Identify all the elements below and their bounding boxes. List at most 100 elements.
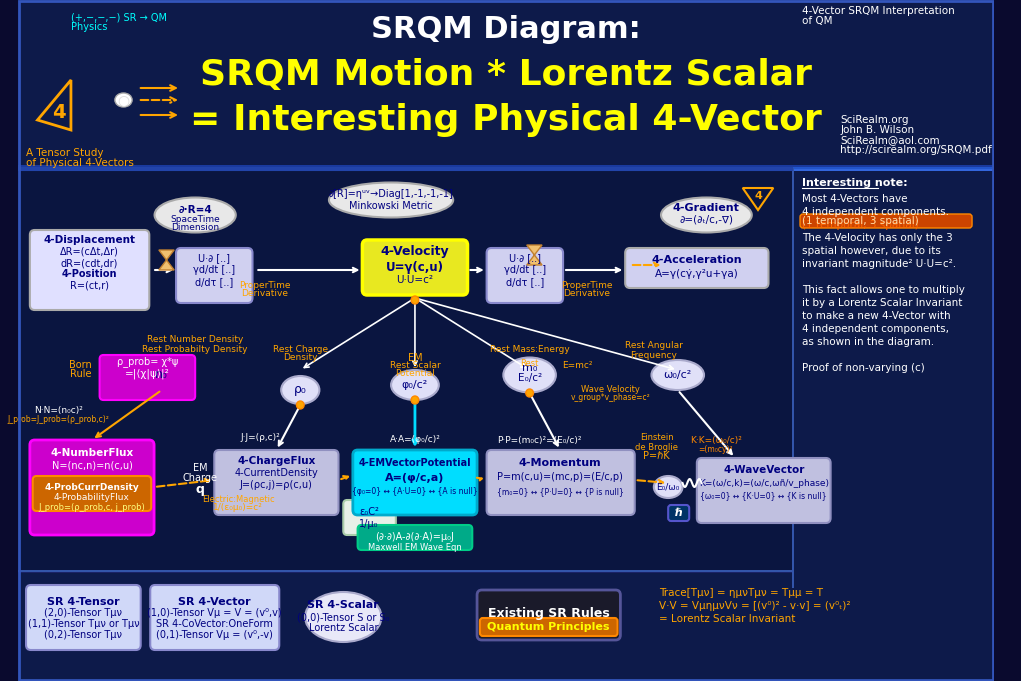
Circle shape [296,401,304,409]
Text: SR 4-Vector: SR 4-Vector [178,597,250,607]
Text: m₀: m₀ [522,363,537,373]
Text: http://scirealm.org/SRQM.pdf: http://scirealm.org/SRQM.pdf [840,145,992,155]
Bar [18,570,792,572]
Text: EM: EM [407,353,423,363]
Text: v_group*v_phase=c²: v_group*v_phase=c² [571,394,650,402]
Ellipse shape [651,360,704,390]
Bar [18,167,994,169]
Text: Einstein: Einstein [640,434,674,443]
Text: Rest Mass:Energy: Rest Mass:Energy [490,345,570,355]
Text: Derivative: Derivative [241,289,288,298]
Text: of Physical 4-Vectors: of Physical 4-Vectors [26,158,134,168]
Text: SRQM Motion * Lorentz Scalar: SRQM Motion * Lorentz Scalar [200,58,812,92]
Text: K·K=(ω₀/c)²: K·K=(ω₀/c)² [690,436,742,445]
Ellipse shape [281,376,320,404]
Text: 4-Position: 4-Position [61,269,116,279]
Bar [18,573,994,681]
Text: ∂[R]=ηᵘᵛ→Diag[1,-1,-1,-1]: ∂[R]=ηᵘᵛ→Diag[1,-1,-1,-1] [329,189,453,199]
Text: dR=(cdt,dr): dR=(cdt,dr) [60,258,117,268]
Text: 4-Momentum: 4-Momentum [519,458,601,468]
FancyBboxPatch shape [343,500,396,535]
Text: ∂·R=4: ∂·R=4 [179,205,212,215]
Text: U·∂ [..]: U·∂ [..] [508,253,541,263]
Text: A=(φ/c,a): A=(φ/c,a) [385,473,444,483]
Text: to make a new 4-Vector with: to make a new 4-Vector with [801,311,951,321]
Text: This fact allows one to multiply: This fact allows one to multiply [801,285,965,295]
FancyBboxPatch shape [697,458,831,523]
Text: U·U=c²: U·U=c² [396,275,434,285]
Text: d/dτ [..]: d/dτ [..] [505,277,544,287]
Text: Interesting note:: Interesting note: [801,178,908,188]
Text: SR 4-Tensor: SR 4-Tensor [47,597,119,607]
Text: ε₀C²: ε₀C² [359,507,379,517]
Text: φ₀/c²: φ₀/c² [402,380,428,390]
Text: Electric:Magnetic: Electric:Magnetic [202,496,275,505]
Text: 4-Gradient: 4-Gradient [673,203,740,213]
Text: EM: EM [193,463,207,473]
Text: (1,1)-Tensor Tμν or Tμν: (1,1)-Tensor Tμν or Tμν [28,619,139,629]
Text: Maxwell EM Wave Eqn: Maxwell EM Wave Eqn [369,543,461,552]
Polygon shape [159,250,175,270]
Text: 4-Acceleration: 4-Acceleration [651,255,742,265]
Text: Physics: Physics [70,22,107,32]
Text: Minkowski Metric: Minkowski Metric [349,201,433,211]
Text: as shown in the diagram.: as shown in the diagram. [801,337,934,347]
Text: 4 independent components.: 4 independent components. [801,207,949,217]
Text: ProperTime: ProperTime [562,281,613,289]
Text: (0,2)-Tensor Tμν: (0,2)-Tensor Tμν [44,630,123,640]
Text: U=γ(c,u): U=γ(c,u) [386,261,444,274]
Text: SciRealm.org: SciRealm.org [840,115,909,125]
Text: (+,−,−,−) SR → QM: (+,−,−,−) SR → QM [70,12,167,22]
Text: {m₀=0} ↔ {P·U=0} ↔ {P is null}: {m₀=0} ↔ {P·U=0} ↔ {P is null} [497,488,624,496]
Text: John B. Wilson: John B. Wilson [840,125,914,135]
Circle shape [411,396,419,404]
Circle shape [526,389,533,397]
Bar [18,572,792,573]
Text: SR 4-Scalar: SR 4-Scalar [307,600,379,610]
Text: Dimension: Dimension [172,223,220,232]
Text: 4: 4 [755,191,762,201]
Text: J_prob=J_prob=(ρ_prob,c)²: J_prob=J_prob=(ρ_prob,c)² [7,415,109,424]
Text: 4-NumberFlux: 4-NumberFlux [50,448,134,458]
Text: ∂=(∂ₜ/c,-∇): ∂=(∂ₜ/c,-∇) [679,215,733,225]
Text: ○: ○ [117,93,130,107]
Text: Born: Born [69,360,92,370]
Text: 4-EMVectorPotential: 4-EMVectorPotential [358,458,472,468]
Text: (0,0)-Tensor S or S₀: (0,0)-Tensor S or S₀ [297,612,390,622]
Text: (2,0)-Tensor Tμν: (2,0)-Tensor Tμν [44,608,123,618]
Polygon shape [527,245,542,265]
Text: 1/μ₀: 1/μ₀ [359,519,379,529]
Text: γd/dt [..]: γd/dt [..] [193,265,236,275]
Text: P=ℏK: P=ℏK [643,451,670,461]
FancyBboxPatch shape [33,476,151,511]
FancyBboxPatch shape [487,248,563,303]
Text: Frequency: Frequency [630,351,677,360]
Text: K=(ω/c,k)=(ω/c,ωñ/v_phase): K=(ω/c,k)=(ω/c,ωñ/v_phase) [698,479,829,488]
Text: Quantum Principles: Quantum Principles [487,622,610,632]
Ellipse shape [391,370,439,400]
Text: SRQM Diagram:: SRQM Diagram: [371,16,640,44]
Ellipse shape [653,476,682,498]
Text: (0,1)-Tensor Vμ = (v⁰,-v): (0,1)-Tensor Vμ = (v⁰,-v) [156,630,273,640]
Text: 4-ProbabilityFlux: 4-ProbabilityFlux [54,492,130,501]
Text: d/dτ [..]: d/dτ [..] [195,277,234,287]
Text: =(m₀cÿ)²: =(m₀cÿ)² [698,445,733,454]
Ellipse shape [115,93,132,107]
Text: SpaceTime: SpaceTime [171,215,221,225]
Text: Lorentz Scalar: Lorentz Scalar [308,623,378,633]
Text: =|⟨χ|ψ⟩|²: =|⟨χ|ψ⟩|² [125,368,169,379]
FancyBboxPatch shape [30,440,154,535]
Ellipse shape [154,197,236,232]
Text: ℏ: ℏ [675,508,683,518]
Bar [18,165,994,167]
Text: Rest Charge: Rest Charge [273,345,328,355]
Text: Potential: Potential [395,368,435,377]
Text: it by a Lorentz Scalar Invariant: it by a Lorentz Scalar Invariant [801,298,963,308]
Text: A=γ(cγ̇,γ²u+γa): A=γ(cγ̇,γ²u+γa) [654,269,739,279]
Text: {φ₀=0} ↔ {A·U=0} ↔ {A is null}: {φ₀=0} ↔ {A·U=0} ↔ {A is null} [352,488,478,496]
Bar [792,168,994,588]
Text: ρ₀: ρ₀ [294,383,306,396]
Text: Rest Number Density: Rest Number Density [147,336,243,345]
Text: 4-ChargeFlux: 4-ChargeFlux [237,456,315,466]
Text: Rest: Rest [521,358,539,368]
